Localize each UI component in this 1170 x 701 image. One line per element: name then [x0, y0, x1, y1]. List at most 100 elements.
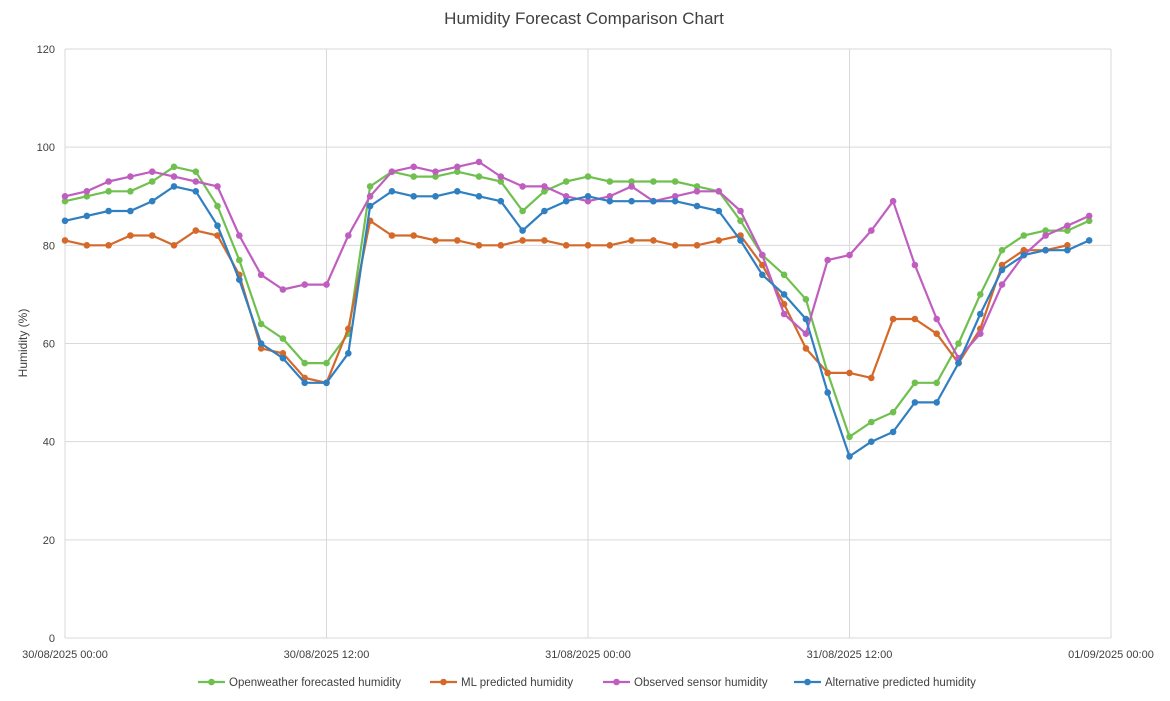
- data-point: [236, 256, 243, 264]
- data-point: [454, 188, 461, 195]
- data-point: [83, 193, 91, 200]
- legend-item: Openweather forecasted humidity: [198, 677, 401, 689]
- y-tick-label: 100: [37, 142, 55, 154]
- y-axis-label: Humidity (%): [16, 309, 30, 378]
- data-point: [1064, 242, 1071, 249]
- data-point: [214, 202, 221, 210]
- data-point: [454, 163, 461, 171]
- data-point: [628, 197, 635, 205]
- data-point: [802, 345, 810, 352]
- data-point: [650, 178, 657, 185]
- data-point: [432, 193, 439, 200]
- data-point: [257, 340, 265, 347]
- data-point: [1042, 227, 1049, 234]
- data-point: [148, 178, 156, 185]
- x-tick-label: 31/08/2025 00:00: [545, 649, 631, 661]
- data-point: [868, 418, 875, 426]
- data-point: [127, 232, 134, 239]
- data-point: [366, 193, 374, 200]
- data-point: [650, 197, 657, 205]
- series-group: [61, 183, 1093, 460]
- data-point: [562, 242, 570, 249]
- data-point: [715, 207, 723, 215]
- data-point: [323, 379, 330, 387]
- data-point: [693, 183, 701, 190]
- y-tick-label: 40: [43, 437, 55, 449]
- data-point: [933, 330, 940, 338]
- data-point: [606, 242, 614, 249]
- data-point: [955, 359, 962, 367]
- series-group: [61, 163, 1093, 441]
- data-point: [780, 310, 788, 318]
- data-point: [148, 232, 156, 239]
- legend-marker: [804, 678, 811, 686]
- data-point: [301, 281, 309, 288]
- data-point: [148, 168, 156, 175]
- data-point: [693, 188, 701, 195]
- data-point: [192, 168, 200, 175]
- data-point: [868, 227, 875, 234]
- data-point: [497, 173, 505, 180]
- data-point: [802, 296, 810, 303]
- data-point: [192, 178, 200, 185]
- data-point: [824, 256, 831, 264]
- data-point: [475, 242, 483, 249]
- data-point: [628, 237, 635, 244]
- data-point: [584, 242, 592, 249]
- x-tick-label: 30/08/2025 12:00: [284, 649, 370, 661]
- data-point: [541, 183, 548, 190]
- data-point: [497, 242, 505, 249]
- data-point: [584, 173, 592, 180]
- data-point: [127, 188, 134, 195]
- data-point: [388, 232, 396, 239]
- data-point: [105, 188, 112, 195]
- data-point: [214, 232, 221, 239]
- y-tick-label: 80: [43, 240, 55, 252]
- data-point: [737, 237, 744, 244]
- data-point: [998, 246, 1006, 254]
- data-point: [192, 227, 200, 234]
- data-point: [606, 193, 614, 200]
- data-point: [1020, 251, 1028, 259]
- legend-item: Observed sensor humidity: [603, 677, 768, 689]
- data-point: [780, 271, 788, 279]
- data-point: [846, 369, 853, 377]
- data-point: [780, 300, 788, 308]
- data-point: [671, 197, 679, 205]
- data-point: [1085, 237, 1093, 244]
- data-point: [279, 354, 287, 362]
- data-point: [693, 242, 701, 249]
- legend-label: ML predicted humidity: [461, 677, 573, 689]
- data-point: [497, 197, 505, 205]
- legend-item: Alternative predicted humidity: [794, 677, 976, 689]
- data-point: [671, 242, 679, 249]
- data-point: [323, 359, 330, 367]
- data-point: [1064, 222, 1071, 229]
- data-point: [759, 261, 766, 269]
- data-point: [846, 453, 853, 460]
- data-point: [388, 188, 396, 195]
- data-point: [889, 408, 897, 416]
- data-point: [868, 374, 875, 382]
- data-point: [475, 158, 483, 166]
- data-point: [802, 315, 810, 323]
- data-point: [61, 197, 69, 205]
- data-point: [410, 173, 418, 180]
- data-point: [519, 237, 526, 244]
- x-tick-label: 31/08/2025 12:00: [807, 649, 893, 661]
- data-point: [824, 389, 831, 396]
- data-point: [911, 379, 919, 387]
- data-point: [519, 183, 526, 190]
- data-point: [279, 335, 287, 342]
- data-point: [257, 345, 265, 352]
- legend-marker: [440, 678, 447, 686]
- x-tick-label: 30/08/2025 00:00: [22, 649, 108, 661]
- data-point: [148, 197, 156, 205]
- data-point: [432, 237, 439, 244]
- data-point: [868, 438, 875, 446]
- data-point: [105, 207, 112, 215]
- series-line: [63, 165, 1091, 438]
- data-point: [366, 183, 374, 190]
